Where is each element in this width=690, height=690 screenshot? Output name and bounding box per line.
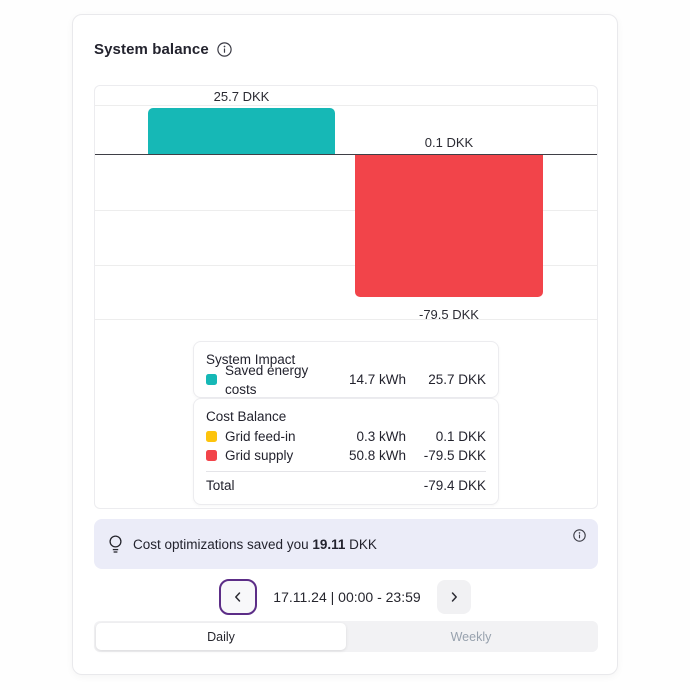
legend-title: Cost Balance xyxy=(206,409,287,424)
savings-prefix: Cost optimizations saved you xyxy=(133,536,309,552)
legend-row-kwh: 50.8 kWh xyxy=(348,448,406,463)
savings-suffix: DKK xyxy=(349,536,377,552)
legend-row-label: Grid supply xyxy=(225,448,294,463)
system-balance-card: System balance 25.7 DKK 0.1 DKK -79.5 DK… xyxy=(72,14,618,675)
bar-label-grid-feed-in: 0.1 DKK xyxy=(424,135,474,150)
period-tabs: Daily Weekly xyxy=(94,621,598,652)
gridline xyxy=(95,319,597,320)
date-navigation: 17.11.24 | 00:00 - 23:59 xyxy=(73,579,617,615)
bar-saved-energy-costs xyxy=(148,108,335,154)
page-title: System balance xyxy=(94,41,209,58)
legend-row-dkk: 0.1 DKK xyxy=(435,429,486,444)
bar-chart: 25.7 DKK 0.1 DKK -79.5 DKK System Impact… xyxy=(94,85,598,509)
legend-system-impact: System Impact Saved energy costs 14.7 kW… xyxy=(193,341,499,398)
savings-banner: Cost optimizations saved you 19.11 DKK xyxy=(94,519,598,569)
zero-baseline xyxy=(95,153,597,155)
chevron-right-icon xyxy=(451,592,457,602)
card-title-row: System balance xyxy=(94,41,232,58)
tab-weekly[interactable]: Weekly xyxy=(450,629,492,644)
swatch-red xyxy=(206,450,217,461)
next-day-button[interactable] xyxy=(436,580,471,614)
legend-row: Grid feed-in 0.3 kWh 0.1 DKK xyxy=(206,427,486,446)
divider xyxy=(206,471,486,472)
swatch-teal xyxy=(206,374,217,385)
legend-title: System Impact xyxy=(206,352,296,367)
legend-row-kwh: 14.7 kWh xyxy=(348,372,406,387)
legend-row: Saved energy costs 14.7 kWh 25.7 DKK xyxy=(206,363,486,397)
chevron-left-icon xyxy=(235,592,241,602)
legend-total-row: Total -79.4 DKK xyxy=(206,476,486,496)
legend-row-label: Saved energy costs xyxy=(225,362,309,397)
bar-grid-supply xyxy=(355,154,543,297)
lightbulb-icon xyxy=(108,534,123,554)
bar-label-saved-energy: 25.7 DKK xyxy=(213,89,270,104)
date-range-label: 17.11.24 | 00:00 - 23:59 xyxy=(273,589,421,605)
legend-row-dkk: -79.5 DKK xyxy=(423,448,486,463)
banner-info-icon[interactable] xyxy=(573,529,586,542)
legend-row-dkk: 25.7 DKK xyxy=(428,372,486,387)
prev-day-button[interactable] xyxy=(219,579,258,615)
swatch-yellow xyxy=(206,431,217,442)
total-value: -79.4 DKK xyxy=(423,478,486,493)
info-icon[interactable] xyxy=(217,42,232,57)
legend-row-kwh: 0.3 kWh xyxy=(356,429,406,444)
legend-row-label: Grid feed-in xyxy=(225,429,296,444)
bar-label-grid-supply: -79.5 DKK xyxy=(419,307,479,322)
gridline xyxy=(95,265,597,266)
savings-amount: 19.11 xyxy=(312,536,346,552)
gridline xyxy=(95,210,597,211)
tab-daily[interactable]: Daily xyxy=(96,623,346,650)
gridline xyxy=(95,105,597,106)
legend-cost-balance: Cost Balance Grid feed-in 0.3 kWh 0.1 DK… xyxy=(193,398,499,505)
total-label: Total xyxy=(206,478,235,493)
savings-text: Cost optimizations saved you 19.11 DKK xyxy=(133,537,377,552)
legend-row: Grid supply 50.8 kWh -79.5 DKK xyxy=(206,446,486,465)
